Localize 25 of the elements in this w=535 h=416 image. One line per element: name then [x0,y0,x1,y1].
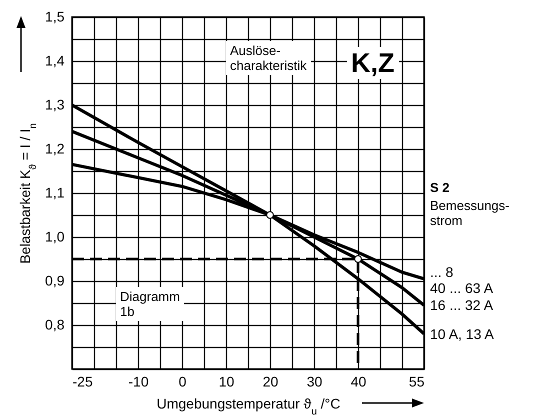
y-tick-label: 1,4 [45,52,65,68]
series-label: 10 A, 13 A [430,326,494,342]
x-tick-label: -10 [128,374,149,390]
x-tick-label: 20 [262,374,278,390]
text: S 2 [430,180,450,195]
y-tick-label: 1,3 [45,96,65,112]
y-tick-label: 1,2 [45,140,65,156]
x-tick-label: -25 [72,374,93,390]
x-tick-label: 10 [218,374,234,390]
series-label: 16 ... 32 A [430,297,494,314]
x-tick-label: 30 [306,374,322,390]
text: Bemessungs- strom [430,198,510,228]
annotation: K,Z [347,47,398,79]
x-tick-label: 0 [178,374,187,390]
y-tick-label: 0,9 [45,272,65,288]
y-tick-label: 1,1 [45,184,65,200]
annotation: Auslöse- charakteristik [226,41,311,75]
y-tick-label: 1,0 [45,228,65,244]
y-tick-label: 0,8 [45,316,65,332]
annotation: Diagramm 1b [116,287,184,321]
x-tick-label: 40 [350,374,366,390]
y-tick-label: 1,5 [45,8,65,24]
x-axis-title: Umgebungstemperatur ϑ$_{u}$ /°C [156,396,340,416]
x-tick-label: 55 [408,374,425,390]
series-label: ... 8 40 ... 63 A [430,264,494,296]
